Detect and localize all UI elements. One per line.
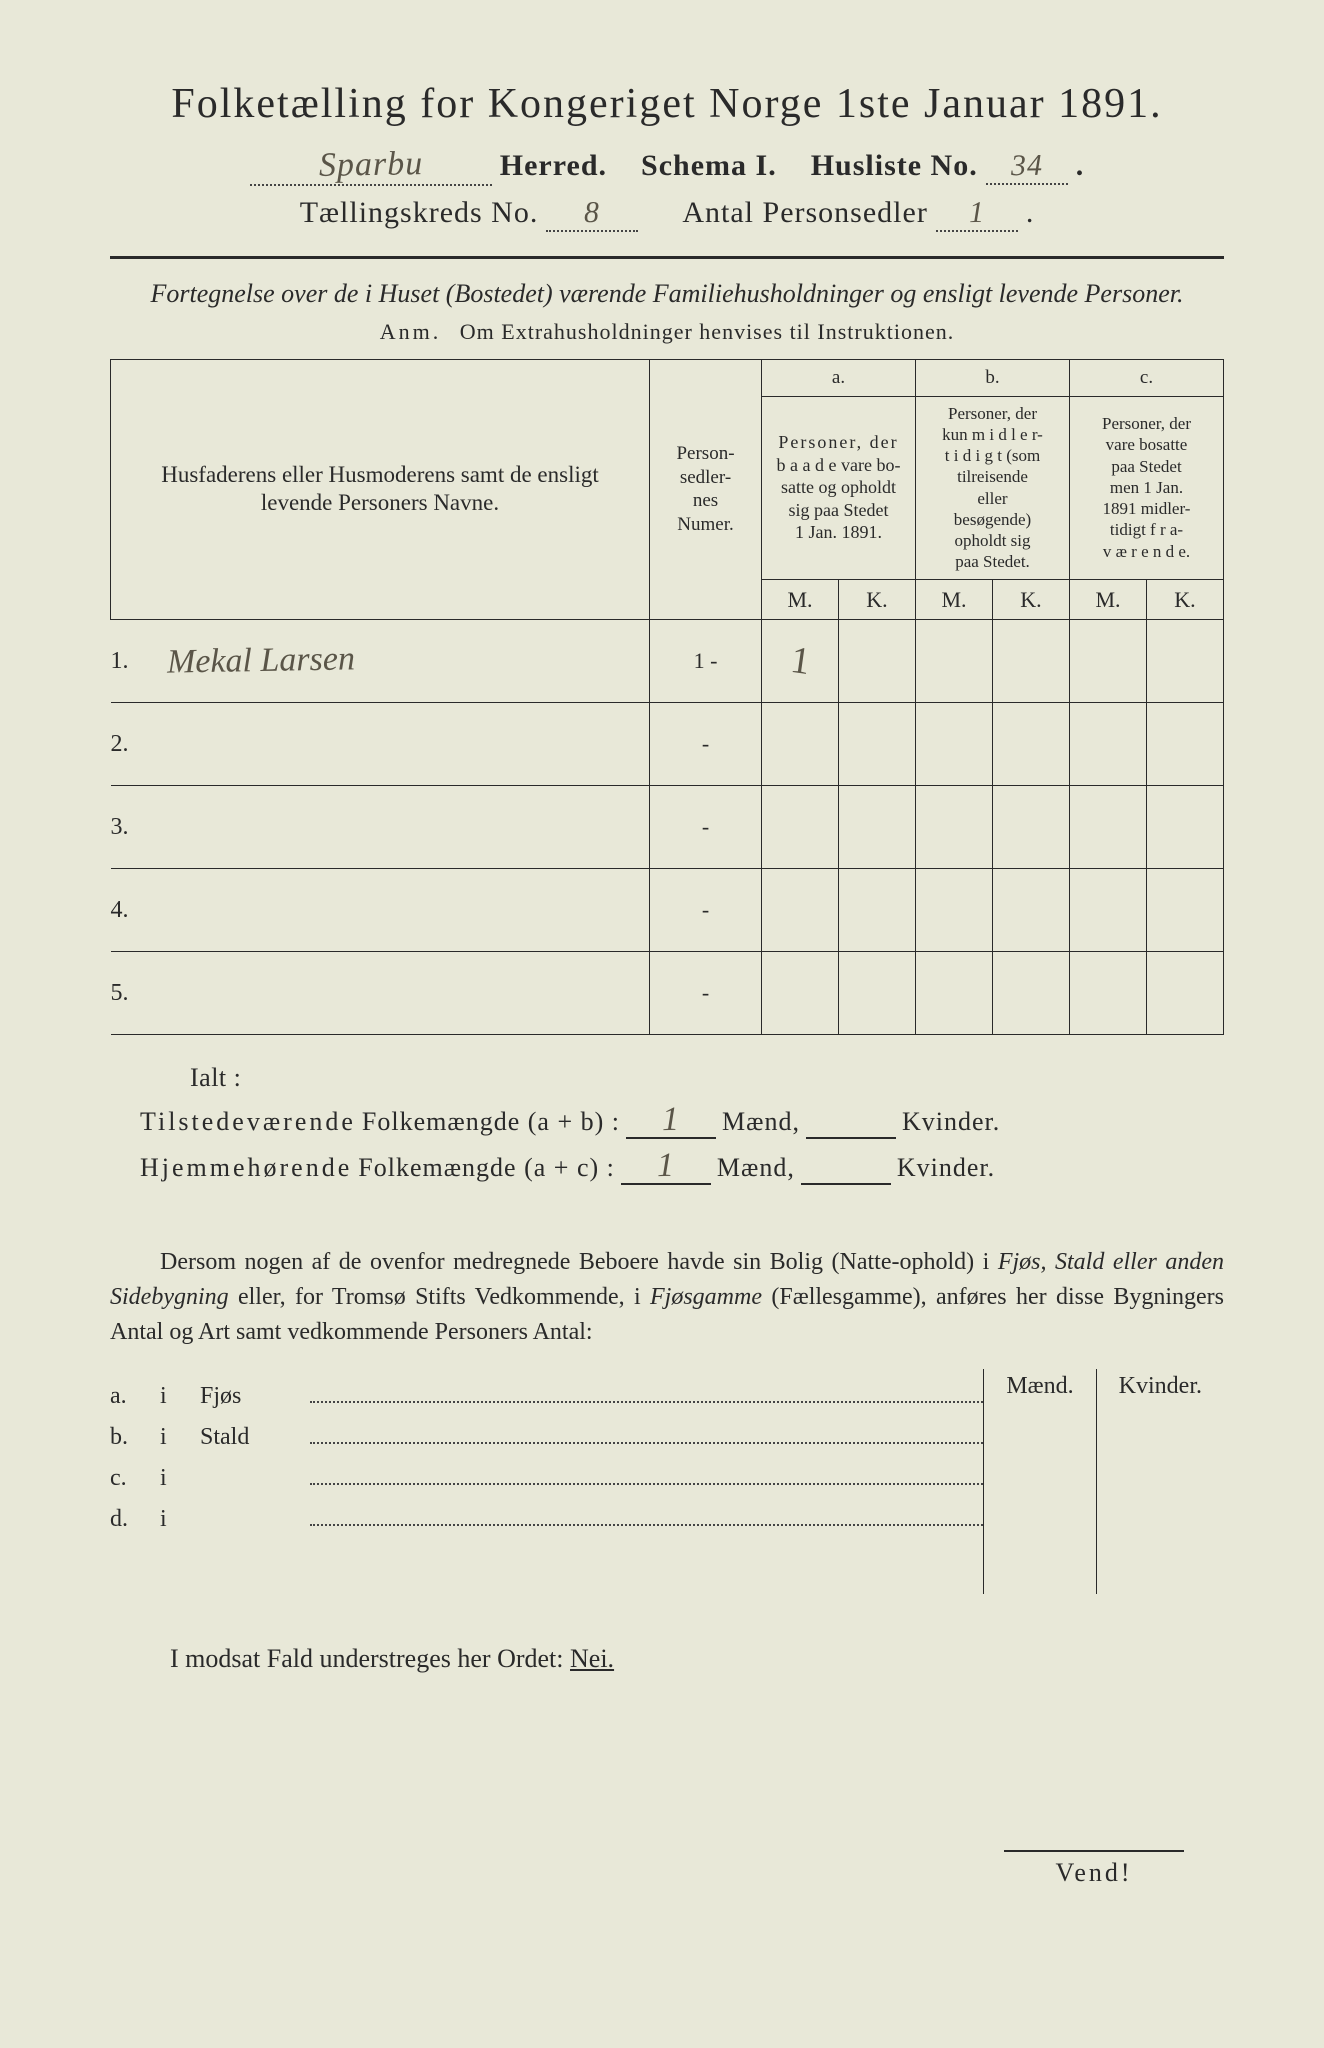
buildings-list: a. i Fjøs b. i Stald c. i d. i <box>110 1369 983 1594</box>
col-a-label: a. <box>762 359 916 396</box>
present-label-2: Folkemængde (a + b) : <box>362 1107 620 1137</box>
present-total-line: Tilstedeværende Folkemængde (a + b) : 1 … <box>140 1107 1224 1139</box>
name-cell: Mekal Larsen <box>159 620 650 703</box>
kvinder-header: Kvinder. <box>1096 1369 1224 1404</box>
kvinder-label: Kvinder. <box>902 1107 1000 1137</box>
kreds-field: 8 <box>546 196 638 232</box>
row-number: 2. <box>111 703 159 786</box>
herred-field: Sparbu <box>250 146 492 186</box>
table-row: 5. - <box>111 952 1224 1035</box>
home-label-1: Hjemmehørende <box>140 1153 352 1183</box>
vend-label: Vend! <box>1004 1850 1184 1888</box>
maend-label: Mænd, <box>717 1153 795 1183</box>
maend-column <box>983 1404 1096 1594</box>
dotted-line <box>310 1500 983 1526</box>
row-number: 1. <box>111 620 159 703</box>
cell-b-m <box>916 620 993 703</box>
name-cell <box>159 952 650 1035</box>
present-label-1: Tilstedeværende <box>140 1107 356 1137</box>
col-a-text: Personer, derPersoner, der baade vare bo… <box>762 396 916 579</box>
col-b-m: M. <box>916 579 993 620</box>
subtitle: Fortegnelse over de i Huset (Bostedet) v… <box>110 277 1224 311</box>
present-m-field: 1 <box>626 1107 716 1139</box>
name-cell <box>159 869 650 952</box>
household-table: Husfaderens eller Husmoderens samt de en… <box>110 359 1224 1035</box>
building-row: c. i <box>110 1459 983 1492</box>
building-row: a. i Fjøs <box>110 1377 983 1410</box>
herred-label: Herred. <box>500 149 607 183</box>
col-b-k: K. <box>993 579 1070 620</box>
col-c-text: Personer, dervare bosattepaa Stedetmen 1… <box>1070 396 1224 579</box>
husliste-value: 34 <box>1010 149 1043 184</box>
cell-a-k <box>839 620 916 703</box>
header-line-1: Sparbu Herred. Schema I. Husliste No. 34… <box>110 146 1224 186</box>
cell-c-k <box>1147 620 1224 703</box>
col-c-m: M. <box>1070 579 1147 620</box>
ialt-label: Ialt : <box>190 1063 1224 1093</box>
col-a-m: M. <box>762 579 839 620</box>
maend-label: Mænd, <box>722 1107 800 1137</box>
num-cell: 1 - <box>650 620 762 703</box>
table-row: 2. - <box>111 703 1224 786</box>
schema-label: Schema I. <box>641 149 777 183</box>
dotted-line <box>310 1459 983 1485</box>
buildings-block: a. i Fjøs b. i Stald c. i d. i <box>110 1369 1224 1594</box>
anm-line: Anm. Om Extrahusholdninger henvises til … <box>110 319 1224 345</box>
herred-value: Sparbu <box>318 145 423 185</box>
kvinder-column <box>1096 1404 1209 1594</box>
building-row: d. i <box>110 1500 983 1533</box>
antal-label: Antal Personsedler <box>682 196 927 230</box>
husliste-field: 34 <box>986 149 1068 185</box>
cell-c-m <box>1070 620 1147 703</box>
num-cell: - <box>650 952 762 1035</box>
col-c-k: K. <box>1147 579 1224 620</box>
row-number: 3. <box>111 786 159 869</box>
dotted-line <box>310 1377 983 1403</box>
row-number: 5. <box>111 952 159 1035</box>
col-b-text: Personer, derkun m i d l e r-t i d i g t… <box>916 396 1070 579</box>
home-total-line: Hjemmehørende Folkemængde (a + c) : 1 Mæ… <box>140 1153 1224 1185</box>
antal-field: 1 <box>936 196 1018 232</box>
col-c-label: c. <box>1070 359 1224 396</box>
table-row: 4. - <box>111 869 1224 952</box>
anm-label: Anm. <box>380 319 442 344</box>
divider-rule <box>110 256 1224 259</box>
building-row: b. i Stald <box>110 1418 983 1451</box>
kreds-value: 8 <box>584 196 601 230</box>
dotted-line <box>310 1418 983 1444</box>
name-cell <box>159 703 650 786</box>
name-cell <box>159 786 650 869</box>
kvinder-label: Kvinder. <box>897 1153 995 1183</box>
anm-text: Om Extrahusholdninger henvises til Instr… <box>460 319 954 344</box>
cell-a-m: 1 <box>762 620 839 703</box>
num-cell: - <box>650 786 762 869</box>
col-number: Person- sedler- nes Numer. <box>650 359 762 619</box>
instruction-paragraph: Dersom nogen af de ovenfor medregnede Be… <box>110 1245 1224 1349</box>
home-k-field <box>801 1153 891 1185</box>
home-m-field: 1 <box>621 1153 711 1185</box>
cell-b-k <box>993 620 1070 703</box>
antal-value: 1 <box>969 196 986 230</box>
col-names: Husfaderens eller Husmoderens samt de en… <box>111 359 650 619</box>
nei-word: Nei. <box>570 1644 614 1673</box>
header-line-2: Tællingskreds No. 8 Antal Personsedler 1… <box>110 196 1224 232</box>
census-form-page: Folketælling for Kongeriget Norge 1ste J… <box>0 0 1324 2048</box>
present-k-field <box>806 1107 896 1139</box>
row-number: 4. <box>111 869 159 952</box>
table-row: 3. - <box>111 786 1224 869</box>
maend-header: Mænd. <box>983 1369 1095 1404</box>
table-row: 1. Mekal Larsen 1 - 1 <box>111 620 1224 703</box>
home-label-2: Folkemængde (a + c) : <box>358 1153 615 1183</box>
mk-columns <box>983 1404 1224 1594</box>
num-cell: - <box>650 869 762 952</box>
husliste-label: Husliste No. <box>811 149 978 183</box>
nei-line: I modsat Fald understreges her Ordet: Ne… <box>170 1644 1224 1674</box>
mk-header: Mænd. Kvinder. <box>983 1369 1224 1404</box>
col-b-label: b. <box>916 359 1070 396</box>
num-cell: - <box>650 703 762 786</box>
form-title: Folketælling for Kongeriget Norge 1ste J… <box>110 80 1224 128</box>
col-a-k: K. <box>839 579 916 620</box>
buildings-mk-columns: Mænd. Kvinder. <box>983 1369 1224 1594</box>
kreds-label: Tællingskreds No. <box>300 196 539 230</box>
